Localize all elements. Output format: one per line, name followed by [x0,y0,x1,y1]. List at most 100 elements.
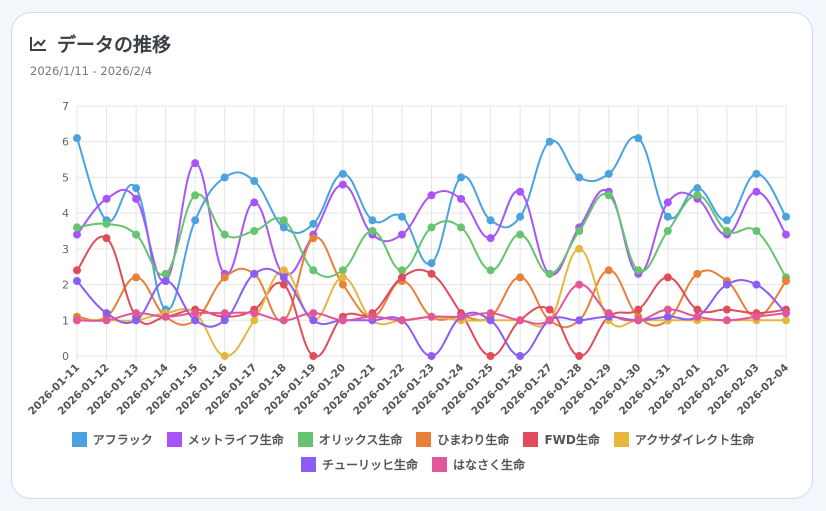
data-point [368,216,377,225]
data-point [279,280,288,289]
data-point [604,169,613,178]
y-tick-label: 2 [62,279,69,292]
data-point [102,219,111,228]
data-point [220,230,229,239]
data-point [397,212,406,221]
legend-swatch [613,432,629,447]
y-tick-label: 3 [62,243,69,256]
data-point [250,309,259,318]
data-point [516,352,525,360]
data-point [220,352,229,360]
data-point [161,277,170,285]
legend-swatch [416,432,432,447]
data-point [782,212,790,221]
data-point [250,269,259,278]
data-point [457,194,466,203]
legend-item[interactable]: アクサダイレクト生命 [613,431,755,448]
data-point [663,212,672,221]
legend-item[interactable]: FWD生命 [523,431,600,448]
data-point [338,316,347,325]
data-point [132,184,141,193]
legend-label: はなさく生命 [453,458,526,472]
legend: アフラック メットライフ生命 オリックス生命 ひまわり生命 FWD生命 アクサダイレクト生… [12,431,814,481]
data-point [338,280,347,289]
data-point [220,273,229,282]
legend-swatch [166,432,182,447]
legend-item[interactable]: メットライフ生命 [166,431,284,448]
date-range: 2026/1/11 - 2026/2/4 [30,64,153,78]
legend-swatch [432,457,447,472]
chart-card: データの推移 2026/1/11 - 2026/2/4 0 1 2 3 4 5 6 7 2026… [11,12,813,499]
legend-swatch [71,432,87,447]
data-point [73,134,81,143]
y-tick-label: 0 [62,350,69,363]
data-point [191,159,200,168]
data-point [338,273,347,282]
data-point [516,230,525,239]
legend-swatch [300,457,316,472]
data-point [102,309,111,318]
data-point [782,277,790,285]
legend-label: ひまわり生命 [437,433,510,447]
legend-item[interactable]: はなさく生命 [432,456,525,473]
data-point [693,191,702,200]
data-point [693,269,702,278]
legend-item[interactable]: アフラック [71,431,153,448]
data-point [722,316,731,325]
data-point [693,312,702,321]
y-tick-label: 7 [62,100,69,113]
data-point [693,305,702,314]
data-point [338,169,347,178]
data-point [782,230,790,239]
data-point [102,316,111,325]
data-point [427,312,436,321]
data-point [279,273,288,282]
data-point [486,352,495,360]
data-point [486,234,495,243]
data-point [575,227,584,235]
data-point [102,194,111,203]
data-point [397,273,406,282]
data-point [545,305,554,314]
x-tick-label: 2026-01-11 [26,362,82,418]
data-point [161,269,170,278]
data-point [191,316,200,325]
data-point [309,266,318,275]
data-point [575,173,584,182]
data-point [427,191,436,200]
data-point [722,305,731,314]
data-point [279,223,288,232]
data-point [486,266,495,275]
data-point [397,230,406,239]
data-point [663,198,672,207]
data-point [516,212,525,221]
data-point [722,280,731,289]
legend-label: FWD生命 [544,433,600,447]
data-point [338,180,347,189]
data-point [368,312,377,321]
legend-item[interactable]: ひまわり生命 [416,431,509,448]
data-point [486,309,495,318]
data-point [191,309,200,318]
data-point [309,309,318,318]
legend-item[interactable]: オリックス生命 [297,431,402,448]
data-point [397,316,406,325]
data-point [663,273,672,282]
data-point [279,216,288,225]
data-point [604,309,613,318]
data-point [782,309,790,318]
data-point [782,316,790,325]
legend-swatch [297,432,313,447]
data-point [132,230,141,239]
data-point [575,244,584,253]
data-point [250,316,259,325]
data-point [516,316,525,325]
line-chart-icon [30,36,46,51]
data-point [73,223,81,232]
data-point [309,234,318,243]
legend-label: アクサダイレクト生命 [634,433,755,447]
legend-label: メットライフ生命 [187,433,284,447]
legend-label: チューリッヒ生命 [321,458,418,472]
legend-item[interactable]: チューリッヒ生命 [300,456,418,473]
data-point [250,177,259,185]
